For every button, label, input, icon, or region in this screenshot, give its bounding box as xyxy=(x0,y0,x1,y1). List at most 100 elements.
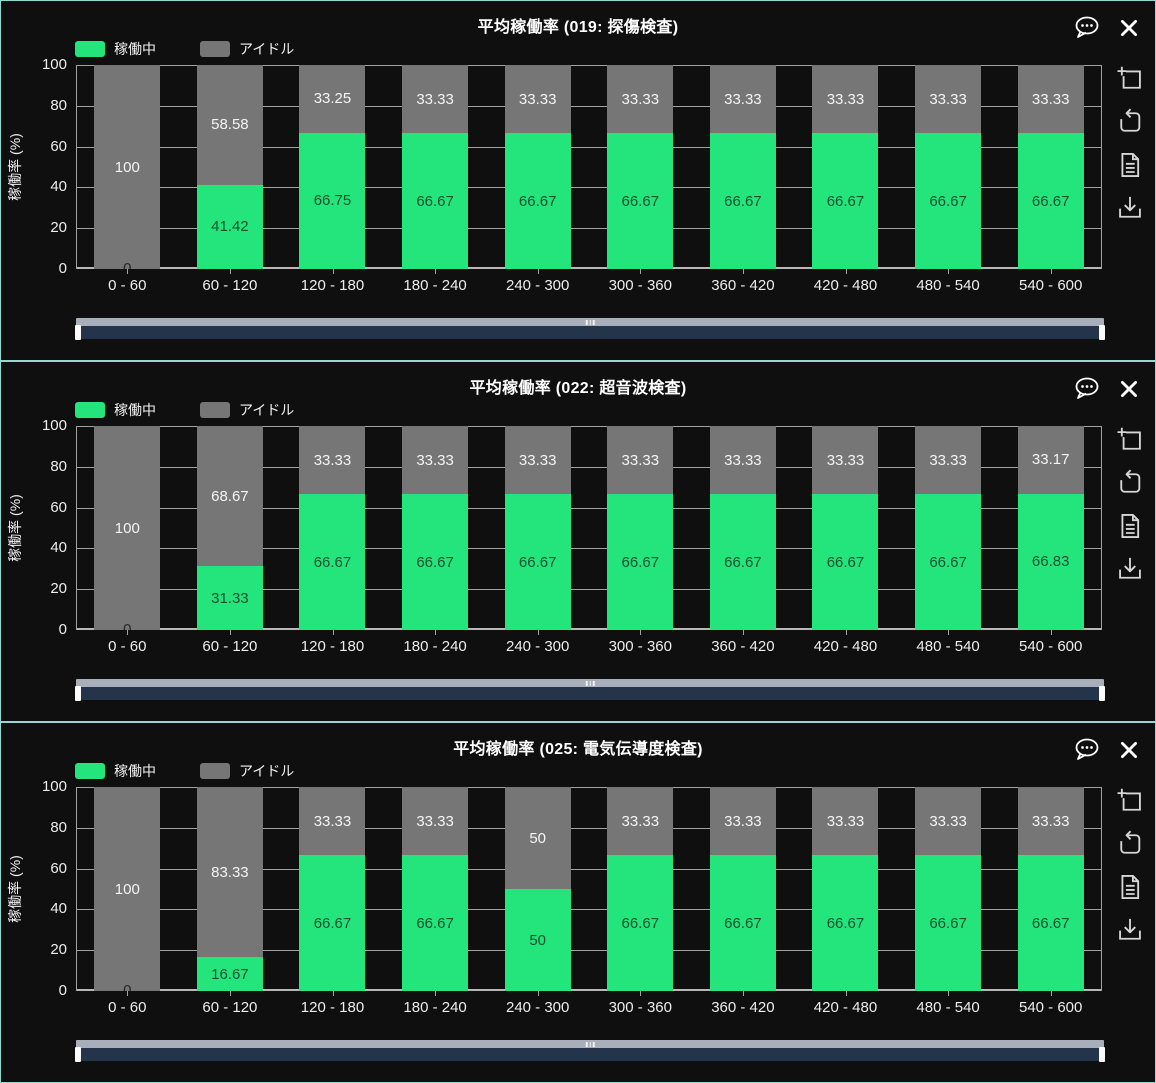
x-tick-mark xyxy=(948,991,950,996)
x-tick-mark xyxy=(229,630,231,635)
scrollbar-handle-left[interactable] xyxy=(75,686,81,701)
gridline xyxy=(76,105,1102,107)
box-zoom-button[interactable] xyxy=(1116,426,1144,454)
scrollbar-range[interactable] xyxy=(77,326,1103,339)
download-button[interactable] xyxy=(1116,194,1144,222)
box-zoom-button[interactable] xyxy=(1116,65,1144,93)
bar-segment-operating: 66.67 xyxy=(1017,133,1084,269)
plot-area: 0 100 68.67 31.33 33.33 66.67 33.33 66.67 33.33 6… xyxy=(76,426,1102,630)
bar: 33.33 66.67 xyxy=(384,787,487,991)
scrollbar-handle-right[interactable] xyxy=(1099,1047,1105,1062)
x-tick-mark xyxy=(1050,630,1052,635)
x-axis-line xyxy=(76,628,1102,630)
legend-swatch-idle xyxy=(200,402,230,418)
gridline xyxy=(76,187,1102,189)
scrollbar-range[interactable] xyxy=(77,687,1103,700)
download-button[interactable] xyxy=(1116,555,1144,583)
legend: 稼働中 アイドル xyxy=(75,400,294,420)
bar-segment-idle: 58.58 xyxy=(196,65,263,185)
scrollbar-handle-left[interactable] xyxy=(75,325,81,340)
scrollbar[interactable] xyxy=(75,318,1105,340)
legend-swatch-operating xyxy=(75,402,105,418)
x-tick-label: 480 - 540 xyxy=(916,277,980,294)
x-tick-mark xyxy=(435,991,437,996)
bar-value-operating: 66.83 xyxy=(1031,553,1070,571)
x-tick-mark xyxy=(640,991,642,996)
bar-segment-idle: 33.33 xyxy=(299,787,366,855)
bar-segment-idle: 33.33 xyxy=(504,426,571,494)
legend-item-idle[interactable]: アイドル xyxy=(200,39,294,59)
x-tick-mark xyxy=(435,630,437,635)
bar: 33.33 66.67 xyxy=(589,426,692,630)
bar-value-idle: 33.33 xyxy=(313,812,352,830)
bar-value-operating: 66.67 xyxy=(621,914,660,932)
comment-button[interactable] xyxy=(1073,737,1101,763)
scrollbar-range[interactable] xyxy=(77,1048,1103,1061)
x-tick-mark xyxy=(1050,269,1052,274)
x-tick-mark xyxy=(537,269,539,274)
data-sheet-button[interactable] xyxy=(1116,151,1144,179)
download-button[interactable] xyxy=(1116,916,1144,944)
x-tick-label: 540 - 600 xyxy=(1018,277,1083,294)
reset-zoom-icon xyxy=(1116,830,1144,858)
bar-segment-operating: 66.67 xyxy=(607,133,674,269)
bar-value-idle: 33.33 xyxy=(826,812,865,830)
download-icon xyxy=(1116,916,1144,944)
scrollbar[interactable] xyxy=(75,1040,1105,1062)
data-sheet-button[interactable] xyxy=(1116,512,1144,540)
box-zoom-button[interactable] xyxy=(1116,787,1144,815)
grip-icon[interactable] xyxy=(585,680,595,686)
legend-item-operating[interactable]: 稼働中 xyxy=(75,39,156,59)
bar-segment-operating: 66.67 xyxy=(915,855,982,991)
scrollbar-handle-right[interactable] xyxy=(1099,325,1105,340)
x-tick-mark xyxy=(127,991,129,996)
scrollbar-handle-right[interactable] xyxy=(1099,686,1105,701)
x-tick-mark xyxy=(742,991,744,996)
bar: 33.33 66.67 xyxy=(794,787,897,991)
x-tick-label: 120 - 180 xyxy=(300,999,365,1016)
bar: 0 100 xyxy=(76,65,179,269)
scrollbar-track[interactable] xyxy=(76,318,1104,326)
legend-item-idle[interactable]: アイドル xyxy=(200,761,294,781)
x-tick-label: 180 - 240 xyxy=(403,277,467,294)
grip-icon[interactable] xyxy=(585,319,595,325)
plot-spine-left xyxy=(76,65,77,269)
bar: 33.33 66.67 xyxy=(794,426,897,630)
x-tick-label: 0 - 60 xyxy=(108,277,147,294)
bar-value-idle: 33.33 xyxy=(724,812,762,830)
reset-zoom-button[interactable] xyxy=(1116,108,1144,136)
close-button[interactable] xyxy=(1118,378,1140,400)
bar-segment-idle: 33.33 xyxy=(504,65,571,133)
scrollbar[interactable] xyxy=(75,679,1105,701)
legend-item-operating[interactable]: 稼働中 xyxy=(75,761,156,781)
y-tick-label: 20 xyxy=(50,941,67,959)
legend-item-operating[interactable]: 稼働中 xyxy=(75,400,156,420)
comment-button[interactable] xyxy=(1073,376,1101,402)
bar-value-operating: 66.67 xyxy=(621,553,660,571)
data-sheet-button[interactable] xyxy=(1116,873,1144,901)
bar-value-operating: 66.67 xyxy=(826,192,865,210)
bar-value-idle: 33.33 xyxy=(929,812,967,830)
close-button[interactable] xyxy=(1118,17,1140,39)
x-tick-label: 60 - 120 xyxy=(202,638,258,655)
x-tick-label: 120 - 180 xyxy=(300,638,365,655)
bar-value-idle: 33.33 xyxy=(1031,812,1070,830)
reset-zoom-button[interactable] xyxy=(1116,469,1144,497)
bar-segment-operating: 66.67 xyxy=(299,855,366,991)
x-tick-mark xyxy=(845,269,847,274)
reset-zoom-button[interactable] xyxy=(1116,830,1144,858)
document-icon xyxy=(1116,151,1144,179)
scrollbar-track[interactable] xyxy=(76,679,1104,687)
legend-item-idle[interactable]: アイドル xyxy=(200,400,294,420)
grip-icon[interactable] xyxy=(585,1041,595,1047)
scrollbar-track[interactable] xyxy=(76,1040,1104,1048)
download-icon xyxy=(1116,555,1144,583)
x-tick-label: 360 - 420 xyxy=(711,999,775,1016)
bar-value-idle: 100 xyxy=(114,880,140,898)
bar-value-operating: 0 xyxy=(123,260,132,269)
scrollbar-handle-left[interactable] xyxy=(75,1047,81,1062)
comment-button[interactable] xyxy=(1073,15,1101,41)
close-button[interactable] xyxy=(1118,739,1140,761)
bar-segment-operating: 66.67 xyxy=(812,133,879,269)
bar-segment-idle: 50 xyxy=(504,787,571,889)
